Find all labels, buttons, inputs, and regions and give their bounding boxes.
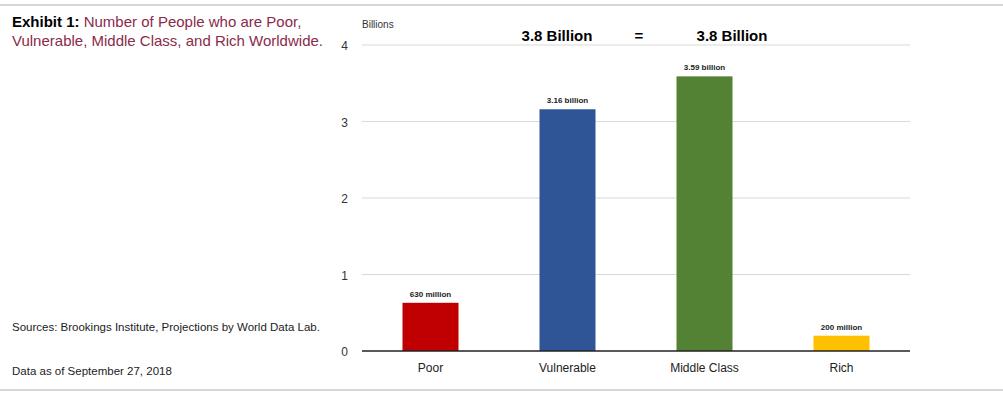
frame-top	[0, 4, 1003, 6]
annotation: =	[635, 27, 644, 44]
bar	[814, 336, 870, 351]
x-tick-label: Poor	[418, 361, 443, 375]
x-axis	[362, 350, 910, 352]
bar	[677, 76, 733, 351]
y-tick-label: 2	[341, 192, 348, 206]
frame-bottom	[0, 389, 1003, 391]
y-axis-label: Billions	[362, 19, 394, 30]
y-tick-label: 1	[341, 269, 348, 283]
annotation: 3.8 Billion	[697, 27, 768, 44]
title: Exhibit 1: Number of People who are Poor…	[12, 12, 327, 50]
data-label: 3.59 billion	[684, 63, 725, 72]
data-label: 200 million	[821, 323, 862, 332]
annotation: 3.8 Billion	[522, 27, 593, 44]
x-tick-label: Rich	[829, 361, 853, 375]
grid-line	[362, 198, 910, 199]
grid-line	[362, 121, 910, 122]
y-tick-label: 0	[341, 345, 348, 359]
note: Data as of September 27, 2018	[12, 365, 342, 377]
data-label: 3.16 billion	[547, 96, 588, 105]
y-tick-label: 4	[341, 39, 348, 53]
x-tick-label: Middle Class	[670, 361, 739, 375]
chart: 0 1 2 3 4 Billions 630 million Poor 3.16 billion…	[0, 0, 1003, 393]
grid-line	[362, 274, 910, 275]
x-tick-label: Vulnerable	[539, 361, 596, 375]
grid-line	[362, 45, 910, 46]
bar	[403, 303, 459, 351]
y-tick-label: 3	[341, 116, 348, 130]
data-label: 630 million	[410, 290, 451, 299]
bars	[403, 76, 870, 351]
bar	[540, 109, 596, 351]
source: Sources: Brookings Institute, Projection…	[12, 319, 342, 335]
